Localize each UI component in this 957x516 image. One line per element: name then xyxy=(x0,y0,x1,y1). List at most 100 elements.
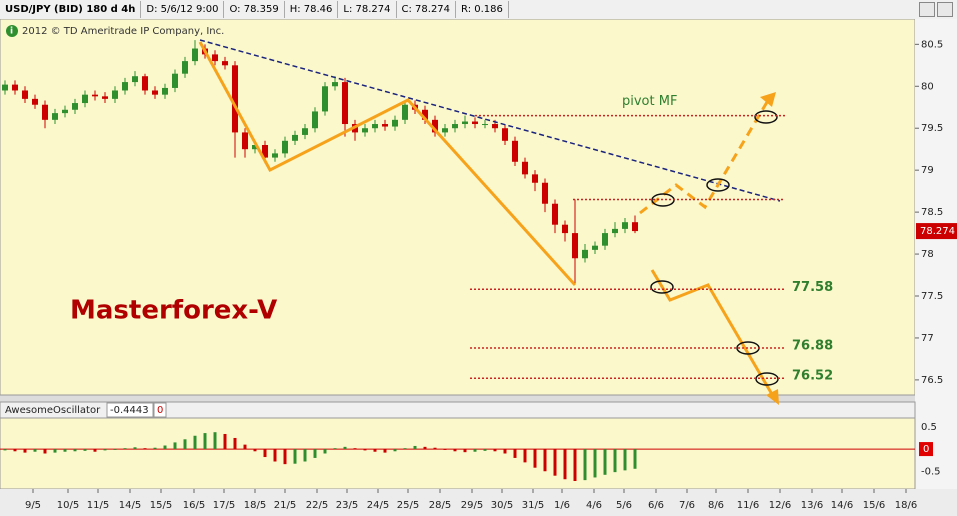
candle-body xyxy=(252,145,258,150)
trend-line xyxy=(199,39,781,202)
time-axis xyxy=(0,489,957,516)
candle-body xyxy=(92,94,98,97)
osc-param-box xyxy=(153,402,167,418)
candle-body xyxy=(432,119,438,133)
oscillator-title: AwesomeOscillator xyxy=(5,405,101,416)
x-tick-label: 7/6 xyxy=(679,500,695,511)
x-tick-label: 14/5 xyxy=(119,500,141,511)
y-tick-label: 77.5 xyxy=(921,291,943,302)
candle-body xyxy=(532,174,538,183)
low: L: 78.274 xyxy=(338,1,397,18)
x-tick-label: 5/6 xyxy=(616,500,632,511)
info-i: i xyxy=(10,27,13,37)
x-tick-label: 23/5 xyxy=(336,500,358,511)
candle-body xyxy=(212,54,218,62)
marker xyxy=(706,178,730,192)
candle-body xyxy=(512,140,518,162)
candle-body xyxy=(372,124,378,129)
x-tick-label: 24/5 xyxy=(367,500,389,511)
candle-body xyxy=(12,84,18,91)
zero-box xyxy=(919,442,933,457)
x-tick-label: 11/5 xyxy=(87,500,109,511)
candle-body xyxy=(452,124,458,129)
x-tick-label: 1/6 xyxy=(554,500,570,511)
candle-body xyxy=(152,90,158,95)
x-tick-label: 30/5 xyxy=(491,500,513,511)
candle-body xyxy=(592,245,598,250)
candle-body xyxy=(562,224,568,234)
copyright: 2012 © TD Ameritrade IP Company, Inc. xyxy=(22,26,224,37)
candle-body xyxy=(602,233,608,246)
y-tick-label: 80 xyxy=(921,81,934,92)
candle-body xyxy=(392,119,398,127)
candle-body xyxy=(442,128,448,133)
candle-body xyxy=(242,132,248,150)
x-tick-label: 13/6 xyxy=(801,500,823,511)
candle-body xyxy=(322,86,328,112)
level-label: 76.52 xyxy=(792,369,833,384)
x-tick-label: 15/6 xyxy=(863,500,885,511)
candle-body xyxy=(72,103,78,110)
annotations xyxy=(198,39,785,405)
candle-body xyxy=(542,182,548,204)
level-label: pivot MF xyxy=(622,94,677,109)
icon[interactable] xyxy=(937,2,953,17)
x-tick-label: 29/5 xyxy=(461,500,483,511)
x-tick-label: 4/6 xyxy=(586,500,602,511)
x-tick-label: 18/6 xyxy=(895,500,917,511)
candle-body xyxy=(292,134,298,141)
candle-body xyxy=(302,128,308,135)
candle-body xyxy=(232,65,238,133)
info-icon[interactable] xyxy=(6,25,18,37)
close: C: 78.274 xyxy=(397,1,457,18)
arrow-down xyxy=(766,389,779,405)
last-price: 78.274 xyxy=(920,226,955,237)
y-tick-label: 80.5 xyxy=(921,39,943,50)
candle-body xyxy=(492,124,498,129)
x-tick-label: 16/5 xyxy=(183,500,205,511)
x-tick-label: 11/6 xyxy=(737,500,759,511)
marker xyxy=(754,110,778,124)
oscillator-param: 0 xyxy=(157,405,163,416)
x-tick-label: 15/5 xyxy=(150,500,172,511)
candle-body xyxy=(52,113,58,120)
candle-body xyxy=(422,109,428,120)
candle-body xyxy=(362,128,368,133)
candle-body xyxy=(332,82,338,87)
candle-body xyxy=(42,104,48,120)
x-tick-label: 22/5 xyxy=(306,500,328,511)
candle-body xyxy=(62,109,68,114)
candle-body xyxy=(572,233,578,259)
candle-body xyxy=(82,94,88,104)
candle-body xyxy=(502,128,508,141)
x-tick-label: 12/6 xyxy=(769,500,791,511)
x-tick-label: 9/5 xyxy=(25,500,41,511)
y2-tick-label: -0.5 xyxy=(921,466,941,477)
header-bar: USD/JPY (BID) 180 d 4h D: 5/6/12 9:00 O:… xyxy=(0,0,957,20)
x-tick-label: 25/5 xyxy=(397,500,419,511)
marker xyxy=(650,280,674,294)
price-panel xyxy=(0,19,916,396)
x-tick-label: 31/5 xyxy=(522,500,544,511)
marker xyxy=(755,372,779,386)
y-tick-label: 78 xyxy=(921,249,934,260)
icon[interactable] xyxy=(919,2,935,17)
candle-body xyxy=(192,48,198,62)
candle-body xyxy=(582,249,588,259)
candle-body xyxy=(482,124,488,126)
candle-body xyxy=(522,161,528,175)
high: H: 78.46 xyxy=(285,1,339,18)
candle-body xyxy=(342,82,348,125)
open: O: 78.359 xyxy=(224,1,285,18)
candle-body xyxy=(262,145,268,158)
oscillator-header xyxy=(0,401,916,419)
y2-tick-label: 0 xyxy=(923,444,929,455)
candle-body xyxy=(382,124,388,127)
watermark: Masterforex-V xyxy=(70,296,277,326)
chart: i 2012 © TD Ameritrade IP Company, Inc. … xyxy=(0,19,957,516)
candle-body xyxy=(612,228,618,234)
x-tick-label: 28/5 xyxy=(429,500,451,511)
candle-body xyxy=(222,61,228,66)
window-icons xyxy=(919,2,953,17)
